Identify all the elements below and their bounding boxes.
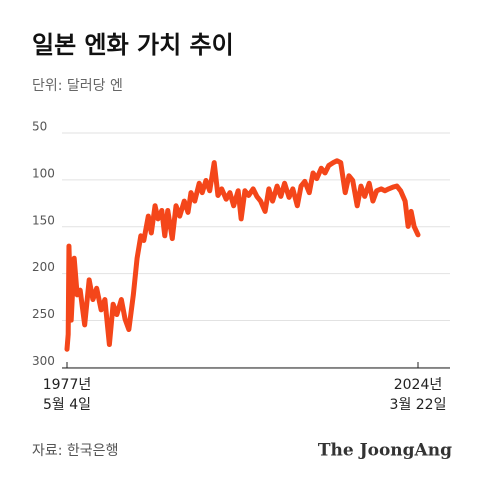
x-tick-label: 5월 4일 <box>43 397 91 413</box>
y-tick-label: 200 <box>32 260 55 274</box>
y-tick-label: 150 <box>32 213 55 227</box>
chart-subtitle: 단위: 달러당 엔 <box>32 78 123 94</box>
y-tick-label: 50 <box>32 120 47 134</box>
y-tick-label: 250 <box>32 307 55 321</box>
y-tick-label: 300 <box>32 354 55 368</box>
logo: The JoongAng <box>318 441 452 461</box>
data-line <box>64 158 421 352</box>
x-tick-label: 2024년 <box>394 377 443 393</box>
chart-title: 일본 엔화 가치 추이 <box>32 31 234 59</box>
x-tick-label: 3월 22일 <box>390 397 447 413</box>
y-tick-label: 100 <box>32 166 55 180</box>
source: 자료: 한국은행 <box>32 443 118 459</box>
x-tick-label: 1977년 <box>43 377 92 393</box>
